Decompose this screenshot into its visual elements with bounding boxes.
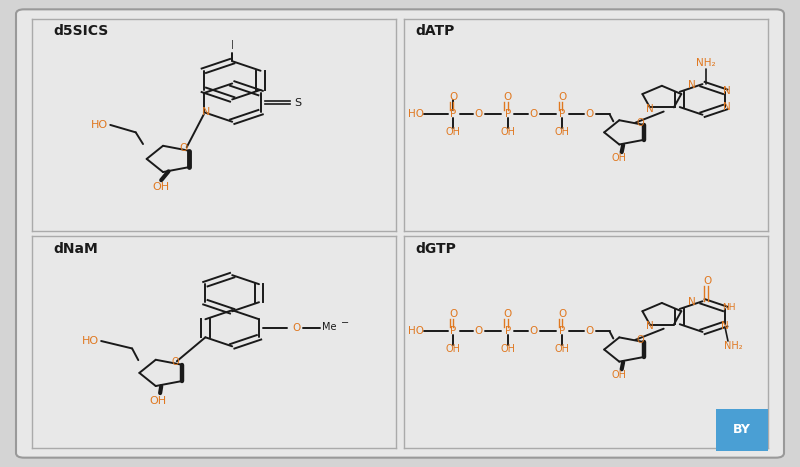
Text: O: O <box>636 118 644 128</box>
Text: NH₂: NH₂ <box>724 341 742 351</box>
Text: HO: HO <box>408 109 424 119</box>
Text: OH: OH <box>446 127 461 137</box>
Text: O: O <box>704 276 712 286</box>
Text: O: O <box>558 92 566 102</box>
Text: Me: Me <box>322 322 337 332</box>
Text: O: O <box>474 326 482 336</box>
Text: P: P <box>505 109 511 119</box>
Text: OH: OH <box>555 344 570 354</box>
Text: OH: OH <box>611 370 626 380</box>
Text: OH: OH <box>149 396 166 405</box>
Text: OH: OH <box>446 344 461 354</box>
Text: O: O <box>529 109 538 119</box>
Text: |: | <box>230 41 234 50</box>
Text: P: P <box>505 326 511 336</box>
Text: dGTP: dGTP <box>415 241 456 255</box>
Text: P: P <box>450 109 456 119</box>
Text: N: N <box>689 297 696 307</box>
Text: NH₂: NH₂ <box>696 58 716 68</box>
Text: O: O <box>293 323 301 333</box>
Text: HO: HO <box>82 336 99 346</box>
Text: dATP: dATP <box>415 24 454 38</box>
Text: d5SICS: d5SICS <box>54 24 109 38</box>
Text: S: S <box>294 98 302 107</box>
Text: −: − <box>341 318 349 328</box>
Text: HO: HO <box>91 120 109 130</box>
Text: O: O <box>474 109 482 119</box>
Text: O: O <box>529 326 538 336</box>
Text: P: P <box>450 326 456 336</box>
Text: O: O <box>504 309 512 319</box>
Text: HO: HO <box>408 326 424 336</box>
Text: P: P <box>559 326 566 336</box>
Text: O: O <box>449 92 458 102</box>
Text: P: P <box>559 109 566 119</box>
Text: O: O <box>504 92 512 102</box>
Text: O: O <box>586 109 594 119</box>
Text: N: N <box>721 321 729 331</box>
Text: N: N <box>723 102 731 113</box>
Text: N: N <box>646 104 654 114</box>
Text: O: O <box>636 335 644 345</box>
Text: BY: BY <box>733 423 751 436</box>
Text: O: O <box>179 143 187 153</box>
Text: N: N <box>646 321 654 331</box>
Text: N: N <box>202 107 210 117</box>
Text: NH: NH <box>722 303 735 312</box>
Text: O: O <box>172 357 179 367</box>
Text: N: N <box>689 80 696 90</box>
Text: OH: OH <box>555 127 570 137</box>
Text: OH: OH <box>153 182 170 191</box>
Text: O: O <box>449 309 458 319</box>
Text: OH: OH <box>500 344 515 354</box>
Text: N: N <box>723 86 731 96</box>
Text: O: O <box>586 326 594 336</box>
Text: dNaM: dNaM <box>54 241 98 255</box>
Text: OH: OH <box>611 153 626 163</box>
Text: OH: OH <box>500 127 515 137</box>
Text: O: O <box>558 309 566 319</box>
